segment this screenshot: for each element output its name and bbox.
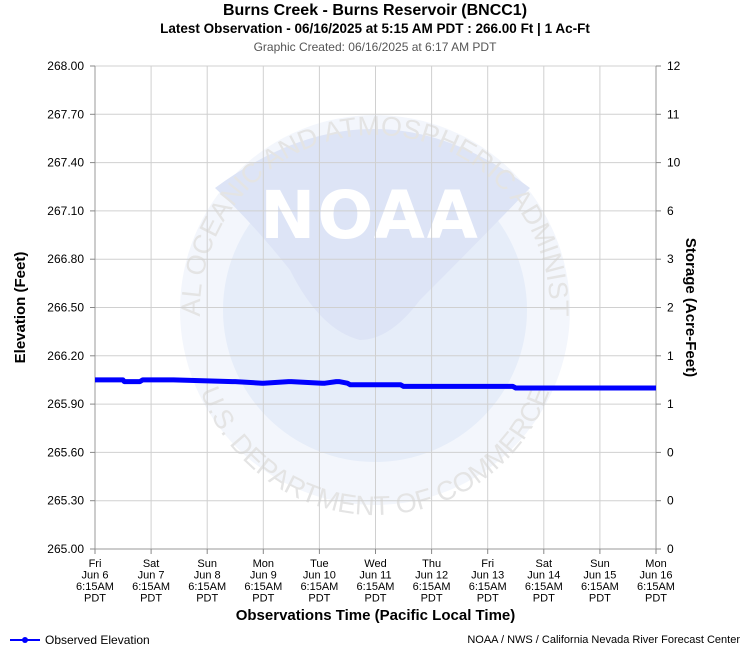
y-tick-label: 268.00 [47, 59, 84, 73]
y-tick-label: 266.50 [47, 301, 84, 315]
x-tick-label: Mon Jun 9 6:15AM PDT [244, 558, 282, 605]
x-tick-label: Sun Jun 8 6:15AM PDT [188, 558, 226, 605]
y-tick-label: 266.20 [47, 349, 84, 363]
x-tick-label: Fri Jun 6 6:15AM PDT [76, 558, 114, 605]
y2-tick-label: 10 [667, 156, 681, 170]
noaa-logo-text: NOAA [260, 177, 480, 254]
y2-tick-label: 12 [667, 59, 681, 73]
y2-tick-label: 0 [667, 494, 674, 508]
y2-tick-label: 2 [667, 301, 674, 315]
y-tick-label: 267.70 [47, 107, 84, 121]
y-tick-label: 266.80 [47, 252, 84, 266]
y2-tick-label: 0 [667, 445, 674, 459]
y2-tick-label: 3 [667, 252, 674, 266]
x-tick-label: Thu Jun 12 6:15AM PDT [413, 558, 451, 605]
x-tick-label: Tue Jun 10 6:15AM PDT [300, 558, 338, 605]
y-tick-label: 265.90 [47, 397, 84, 411]
x-tick-label: Sat Jun 7 6:15AM PDT [132, 558, 170, 605]
y-tick-label: 265.00 [47, 542, 84, 556]
x-axis-title: Observations Time (Pacific Local Time) [236, 607, 516, 624]
y2-tick-label: 1 [667, 397, 674, 411]
y2-tick-label: 11 [667, 107, 680, 121]
y2-tick-label: 0 [667, 542, 674, 556]
x-tick-label: Mon Jun 16 6:15AM PDT [637, 558, 675, 605]
graphic-created-text: Graphic Created: 06/16/2025 at 6:17 AM P… [253, 40, 497, 54]
series-line-observed-elevation [95, 377, 656, 391]
x-tick-label: Fri Jun 13 6:15AM PDT [469, 558, 507, 605]
y2-tick-label: 1 [667, 349, 674, 363]
x-tick-label: Wed Jun 11 6:15AM PDT [357, 558, 395, 605]
credit-text: NOAA / NWS / California Nevada River For… [467, 634, 740, 646]
y-tick-label: 267.10 [47, 204, 84, 218]
x-tick-label: Sun Jun 15 6:15AM PDT [581, 558, 619, 605]
y-tick-label: 265.30 [47, 494, 84, 508]
y2-axis-title: Storage (Acre-Feet) [682, 238, 699, 377]
y2-tick-label: 6 [667, 204, 674, 218]
legend-label: Observed Elevation [45, 633, 150, 647]
x-tick-label: Sat Jun 14 6:15AM PDT [525, 558, 563, 605]
y-tick-label: 265.60 [47, 445, 84, 459]
y-tick-label: 267.40 [47, 156, 84, 170]
y-axis-title: Elevation (Feet) [12, 252, 29, 364]
chart-title: Burns Creek - Burns Reservoir (BNCC1) [222, 2, 528, 19]
chart-legend: Observed Elevation [10, 633, 150, 647]
chart-subtitle: Latest Observation - 06/16/2025 at 5:15 … [160, 21, 590, 36]
legend-line-marker-icon [10, 637, 40, 643]
